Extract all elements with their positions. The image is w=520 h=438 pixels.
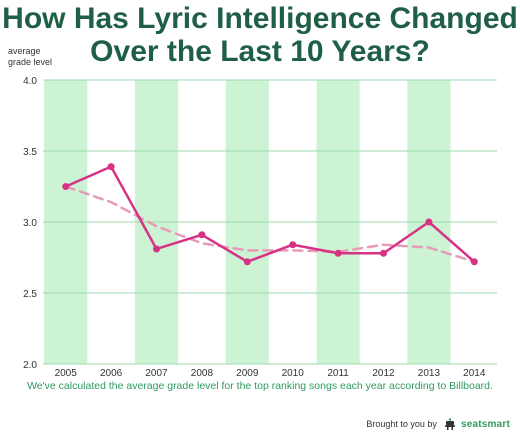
x-tick-label: 2007	[145, 368, 168, 379]
y-tick-label: 4.0	[23, 76, 37, 87]
data-series-group	[62, 163, 478, 266]
data-point-2010[interactable]	[289, 241, 297, 249]
x-tick-label: 2010	[282, 368, 305, 379]
chart-title: How Has Lyric Intelligence Changed Over …	[0, 2, 520, 68]
y-tick-label: 3.0	[23, 218, 37, 229]
x-tick-label: 2011	[327, 368, 349, 379]
data-point-2013[interactable]	[425, 218, 433, 226]
trend-line	[64, 185, 476, 264]
brand-name: seatsmart	[460, 418, 510, 430]
y-axis-label-text: average grade level	[8, 46, 53, 67]
x-tick-label: 2012	[372, 368, 395, 379]
x-tick-label: 2014	[463, 368, 486, 379]
footer-brought-by: Brought to you by	[366, 419, 437, 429]
series-line	[65, 165, 476, 264]
trend-line-group	[64, 185, 476, 264]
data-point-2009[interactable]	[243, 258, 251, 266]
x-tick-label: 2005	[55, 368, 78, 379]
data-point-2011[interactable]	[334, 249, 342, 257]
x-axis-ticks: 2005 2006 2007 2008 2009 2010 2011 2012 2013 2014	[55, 368, 486, 379]
grid-lines	[43, 79, 497, 365]
data-point-2012[interactable]	[380, 249, 387, 257]
x-tick-label: 2006	[100, 368, 123, 379]
y-tick-label: 2.0	[23, 360, 37, 371]
seat-icon	[443, 417, 457, 431]
y-tick-label: 3.5	[23, 147, 37, 158]
data-point-2008[interactable]	[198, 231, 206, 239]
data-point-2005[interactable]	[62, 183, 70, 190]
data-point-2014[interactable]	[470, 258, 478, 266]
x-tick-label: 2013	[418, 368, 441, 379]
y-axis-ticks: 2.0 2.5 3.0 3.5 4.0	[23, 76, 37, 371]
footer: Brought to you by seatsmart	[366, 414, 510, 434]
data-point-2006[interactable]	[107, 163, 115, 171]
chart-title-line-1: How Has Lyric Intelligence Changed	[2, 2, 518, 35]
brand-logo[interactable]: seatsmart	[443, 417, 510, 431]
chart-title-line-2: Over the Last 10 Years?	[90, 35, 430, 68]
x-tick-label: 2009	[236, 368, 259, 379]
chart-caption: We've calculated the average grade level…	[27, 380, 493, 392]
y-axis-label: average grade level	[8, 46, 68, 68]
x-tick-label: 2008	[191, 368, 214, 379]
y-tick-label: 2.5	[23, 289, 37, 300]
data-point-2007[interactable]	[153, 245, 160, 253]
